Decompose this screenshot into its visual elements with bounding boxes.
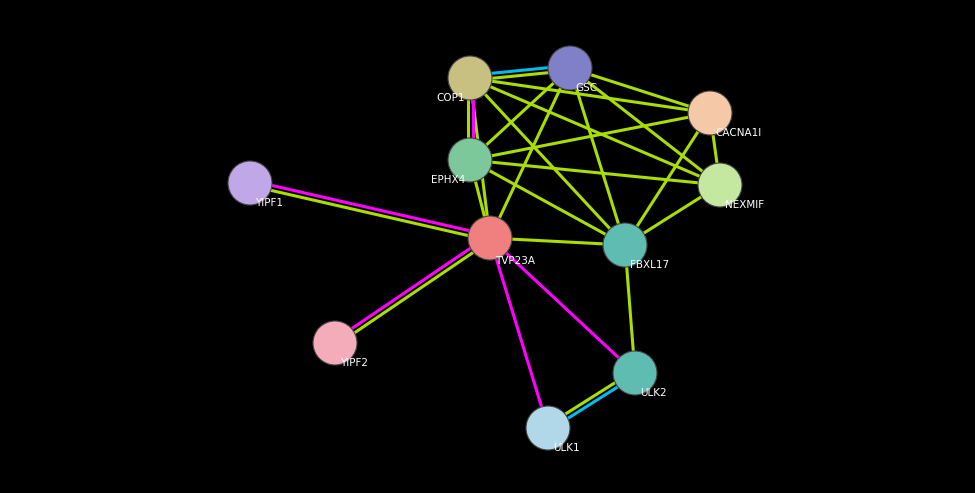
Circle shape <box>468 216 512 260</box>
Circle shape <box>548 46 592 90</box>
Text: NEXMIF: NEXMIF <box>725 200 764 210</box>
Text: TVP23A: TVP23A <box>495 256 535 266</box>
Text: COP1: COP1 <box>437 93 465 103</box>
Circle shape <box>688 91 732 135</box>
Circle shape <box>613 351 657 395</box>
Text: ULK2: ULK2 <box>640 388 667 398</box>
Circle shape <box>698 163 742 207</box>
Text: FBXL17: FBXL17 <box>630 260 669 270</box>
Text: EPHX4: EPHX4 <box>431 175 465 185</box>
Text: YIPF1: YIPF1 <box>255 198 283 208</box>
Text: GSC: GSC <box>575 83 597 93</box>
Circle shape <box>526 406 570 450</box>
Circle shape <box>603 223 647 267</box>
Text: ULK1: ULK1 <box>553 443 579 453</box>
Circle shape <box>448 56 492 100</box>
Text: CACNA1I: CACNA1I <box>715 128 761 138</box>
Circle shape <box>448 138 492 182</box>
Circle shape <box>228 161 272 205</box>
Text: YIPF2: YIPF2 <box>340 358 368 368</box>
Circle shape <box>313 321 357 365</box>
